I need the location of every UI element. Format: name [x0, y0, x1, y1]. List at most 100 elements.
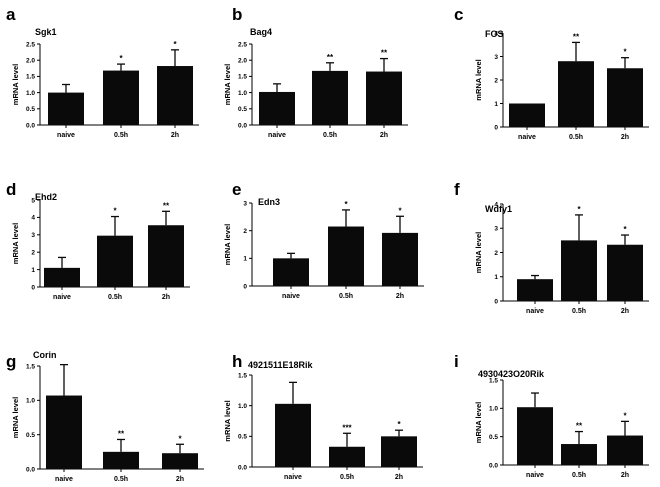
- x-tick-label: 2h: [176, 476, 184, 483]
- y-tick-label: 1: [31, 267, 35, 274]
- x-tick-label: 2h: [621, 134, 629, 141]
- panel-f: f Wdfy1 mRNA level 0 1 2 3 4 naive 0.5h * 2h *: [454, 180, 649, 315]
- significance-marker: *: [397, 420, 401, 429]
- x-tick-label: 2h: [380, 132, 388, 139]
- y-tick-label: 0.5: [489, 434, 498, 441]
- significance-marker: *: [577, 205, 581, 214]
- x-tick-label: 0.5h: [340, 474, 354, 481]
- y-tick-label: 1.5: [26, 363, 35, 370]
- x-tick-label: naive: [57, 132, 75, 139]
- y-tick-label: 0.5: [26, 106, 35, 113]
- significance-marker: *: [623, 48, 627, 57]
- significance-marker: **: [327, 53, 334, 62]
- significance-marker: ***: [342, 423, 352, 432]
- y-tick-label: 0.0: [238, 122, 247, 129]
- y-axis-label: mRNA level: [223, 400, 232, 441]
- y-tick-label: 0.5: [26, 432, 35, 439]
- bar-2h: [157, 66, 193, 125]
- bar-2h: [607, 435, 643, 465]
- x-tick-label: 2h: [171, 132, 179, 139]
- bar-naive: [44, 267, 80, 287]
- y-tick-label: 2: [494, 77, 498, 84]
- y-tick-label: 0: [31, 284, 35, 291]
- bar-0.5h: [312, 70, 348, 125]
- y-tick-label: 0.5: [238, 434, 247, 441]
- y-tick-label: 1.5: [238, 74, 247, 81]
- chart-title: Edn3: [258, 197, 280, 207]
- y-tick-label: 4: [494, 201, 498, 208]
- chart-title: Bag4: [250, 27, 272, 37]
- y-tick-label: 0: [494, 124, 498, 131]
- bar-2h: [607, 244, 643, 301]
- bar-0.5h: [561, 444, 597, 465]
- panel-letter: d: [6, 180, 16, 199]
- x-tick-label: 0.5h: [569, 134, 583, 141]
- bar-0.5h: [103, 451, 139, 469]
- significance-marker: **: [381, 49, 388, 58]
- y-tick-label: 2: [31, 250, 35, 257]
- x-tick-label: 2h: [621, 472, 629, 479]
- bar-0.5h: [328, 226, 364, 286]
- panel-e: e Edn3 mRNA level 0 1 2 3 naive 0.5h * 2h *: [223, 180, 424, 300]
- significance-marker: *: [173, 40, 177, 49]
- y-tick-label: 3: [31, 232, 35, 239]
- bar-0.5h: [561, 240, 597, 301]
- bar-naive: [48, 92, 84, 125]
- chart-title: FOS: [485, 29, 504, 39]
- bar-0.5h: [103, 70, 139, 125]
- y-tick-label: 2.0: [238, 58, 247, 65]
- bar-2h: [607, 68, 643, 127]
- y-axis-label: mRNA level: [223, 224, 232, 265]
- bar-2h: [162, 453, 198, 469]
- chart-title: Sgk1: [35, 27, 57, 37]
- significance-marker: **: [576, 422, 583, 431]
- significance-marker: *: [113, 207, 117, 216]
- y-tick-label: 1.0: [238, 90, 247, 97]
- bar-2h: [381, 436, 417, 467]
- x-tick-label: naive: [526, 308, 544, 315]
- significance-marker: **: [573, 32, 580, 41]
- y-tick-label: 5: [31, 197, 35, 204]
- panel-a: a Sgk1 mRNA level 0.0 0.5 1.0 1.5 2.0 2.5 naive 0.…: [6, 5, 199, 139]
- x-tick-label: 0.5h: [323, 132, 337, 139]
- x-tick-label: 0.5h: [108, 294, 122, 301]
- x-tick-label: naive: [268, 132, 286, 139]
- x-tick-label: 0.5h: [114, 476, 128, 483]
- y-tick-label: 2: [243, 228, 247, 235]
- panel-letter: e: [232, 180, 241, 199]
- y-tick-label: 1: [494, 274, 498, 281]
- y-tick-label: 3: [494, 226, 498, 233]
- y-tick-label: 1.5: [26, 74, 35, 81]
- y-axis-label: mRNA level: [474, 402, 483, 443]
- y-tick-label: 0.0: [26, 466, 35, 473]
- panel-letter: b: [232, 5, 242, 24]
- bar-naive: [517, 279, 553, 301]
- x-tick-label: naive: [55, 476, 73, 483]
- x-tick-label: naive: [53, 294, 71, 301]
- panel-letter: a: [6, 5, 16, 24]
- y-tick-label: 1.0: [26, 90, 35, 97]
- y-tick-label: 2.5: [238, 41, 247, 48]
- chart-title: 4921511E18Rik: [248, 360, 314, 370]
- x-tick-label: 2h: [162, 294, 170, 301]
- y-tick-label: 2: [494, 250, 498, 257]
- panel-d: d Ehd2 mRNA level 0 1 2 3 4 5 naive 0.5h * 2h **: [6, 180, 190, 301]
- bar-naive: [509, 103, 545, 127]
- panel-letter: i: [454, 352, 459, 371]
- bar-0.5h: [97, 235, 133, 287]
- chart-title: Ehd2: [35, 192, 57, 202]
- y-tick-label: 0.5: [238, 106, 247, 113]
- y-tick-label: 3: [243, 200, 247, 207]
- y-tick-label: 3: [494, 54, 498, 61]
- panel-letter: f: [454, 180, 460, 199]
- y-tick-label: 0.0: [489, 462, 498, 469]
- bar-naive: [46, 395, 82, 469]
- panel-c: c FOS mRNA level 0 1 2 3 4 naive 0.5h ** 2h *: [454, 5, 649, 141]
- y-tick-label: 4: [31, 215, 35, 222]
- y-tick-label: 0.0: [26, 122, 35, 129]
- panel-letter: c: [454, 5, 463, 24]
- y-tick-label: 0: [243, 283, 247, 290]
- y-tick-label: 1.0: [489, 406, 498, 413]
- y-tick-label: 1.5: [238, 372, 247, 379]
